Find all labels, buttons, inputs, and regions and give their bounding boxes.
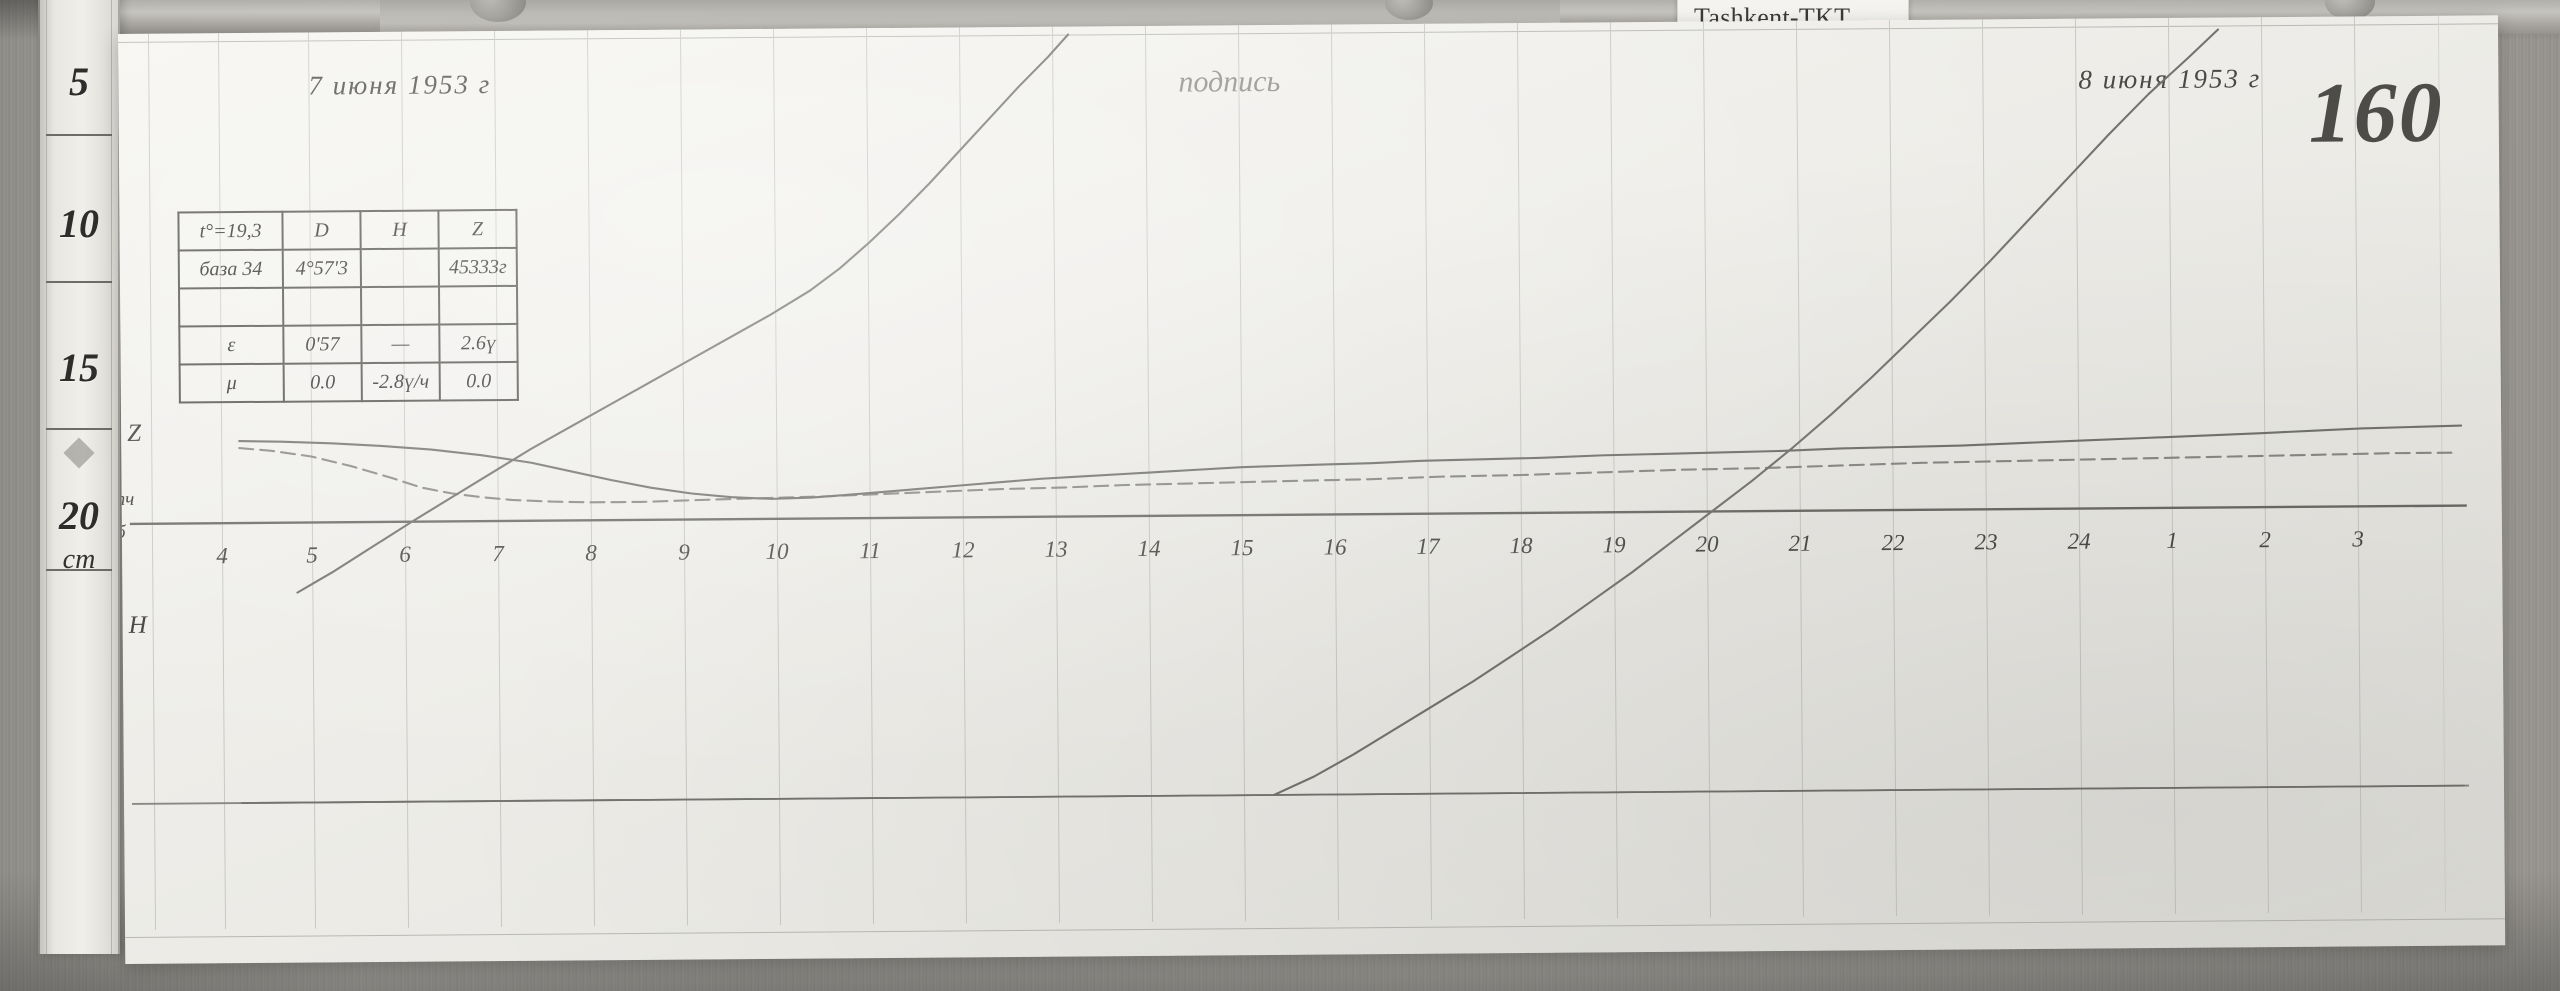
magnetogram-sheet: 7 июня 1953 г подпись 8 июня 1953 г 160 …	[118, 15, 2506, 964]
trace-base-line-lower	[241, 784, 2465, 804]
trace-D-trace-steep-rise-evening	[1272, 28, 2220, 796]
trace-Z-trace-main	[238, 424, 2463, 500]
trace-D-trace-steep-rise-morning	[296, 33, 1070, 594]
trace-group	[238, 28, 2465, 804]
ruler-tick-20	[46, 569, 112, 571]
ruler-label-20: 20	[59, 493, 99, 538]
trace-curves	[129, 28, 2469, 805]
measuring-ruler: 5 10 15 20 cm	[38, 0, 120, 954]
ruler-label-5: 5	[69, 59, 89, 104]
trace-D-trace-rising-left	[238, 447, 2453, 504]
ruler-label-10: 10	[59, 201, 99, 246]
time-axis-baseline	[129, 504, 2467, 526]
ruler-inner-frame	[46, 0, 112, 954]
ruler-label-15: 15	[59, 345, 99, 390]
clip-blob-mid	[1385, 0, 1433, 20]
ruler-tick-5	[46, 134, 112, 136]
ruler-unit-label: cm	[62, 544, 96, 575]
ruler-tick-10	[46, 281, 112, 283]
clip-blob-right	[2325, 0, 2375, 20]
clip-blob-left	[470, 0, 526, 22]
ruler-tick-15	[46, 428, 112, 430]
